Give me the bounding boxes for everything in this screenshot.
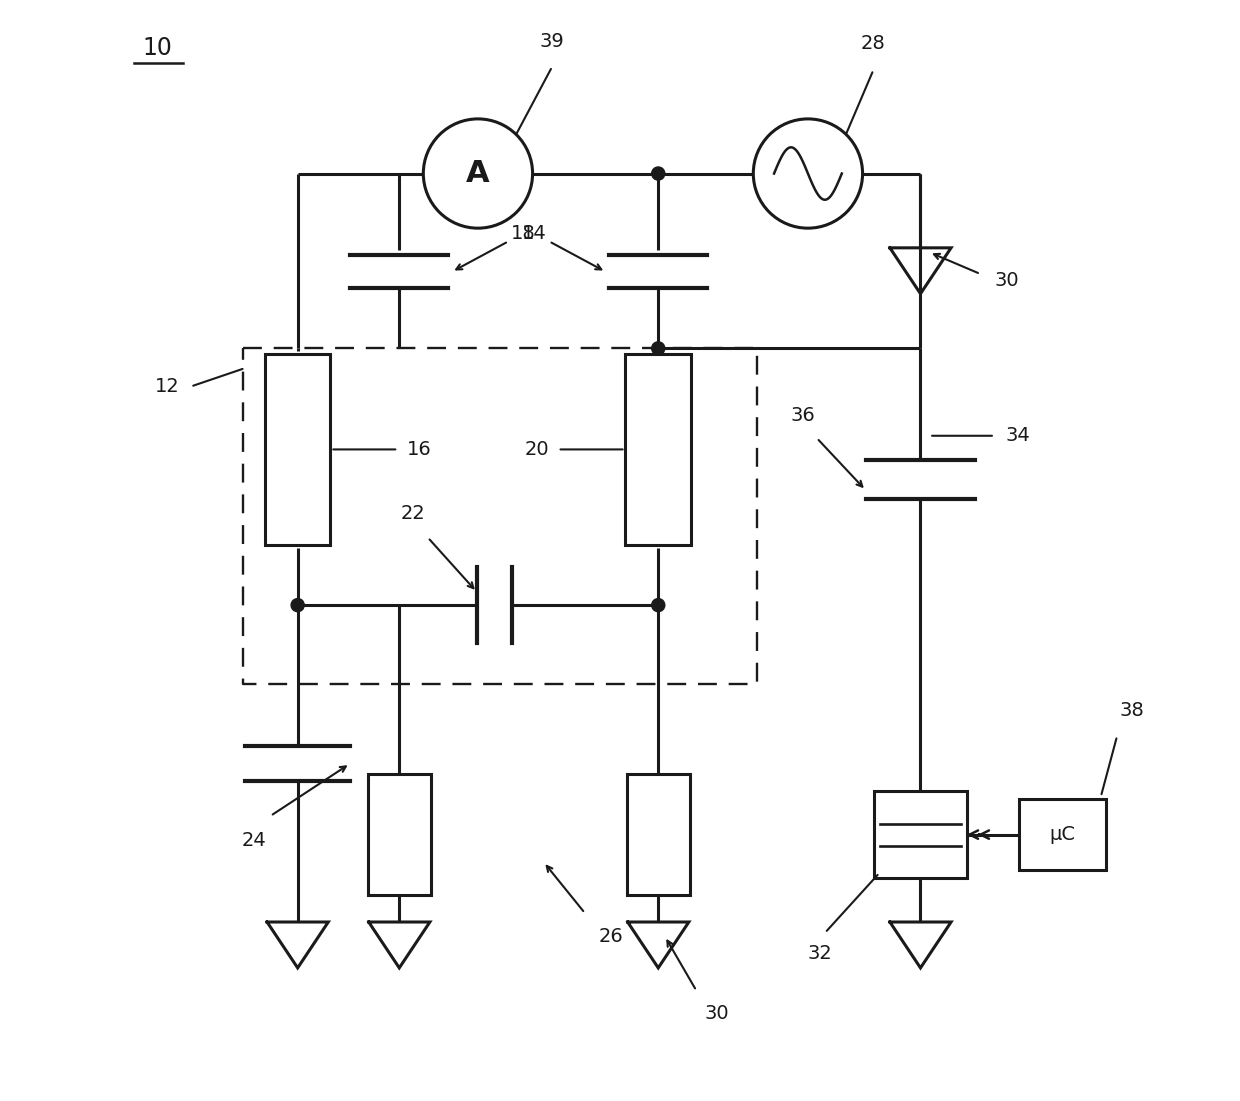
Text: 22: 22: [401, 504, 425, 523]
Bar: [625, 353, 691, 545]
Text: 24: 24: [242, 831, 267, 850]
Circle shape: [652, 167, 665, 181]
Bar: [874, 791, 967, 879]
Text: 39: 39: [539, 32, 564, 51]
Bar: [626, 774, 689, 895]
Text: 32: 32: [807, 944, 832, 963]
Text: 34: 34: [1006, 426, 1030, 445]
Bar: [1019, 799, 1106, 870]
Circle shape: [652, 599, 665, 612]
Text: 14: 14: [522, 225, 547, 243]
Text: 30: 30: [994, 271, 1019, 290]
Text: 20: 20: [525, 440, 549, 459]
Text: 38: 38: [1120, 701, 1145, 720]
Circle shape: [652, 341, 665, 355]
Text: 12: 12: [155, 378, 180, 396]
Text: 10: 10: [143, 36, 172, 59]
Text: 36: 36: [790, 406, 815, 425]
Text: 30: 30: [704, 1004, 729, 1023]
Text: 16: 16: [407, 440, 432, 459]
Text: μC: μC: [1049, 825, 1075, 844]
Text: 18: 18: [511, 225, 536, 243]
Text: 28: 28: [861, 34, 885, 53]
Text: A: A: [466, 159, 490, 188]
Bar: [265, 353, 330, 545]
Bar: [367, 774, 432, 895]
Circle shape: [291, 599, 304, 612]
Text: 26: 26: [598, 927, 622, 947]
